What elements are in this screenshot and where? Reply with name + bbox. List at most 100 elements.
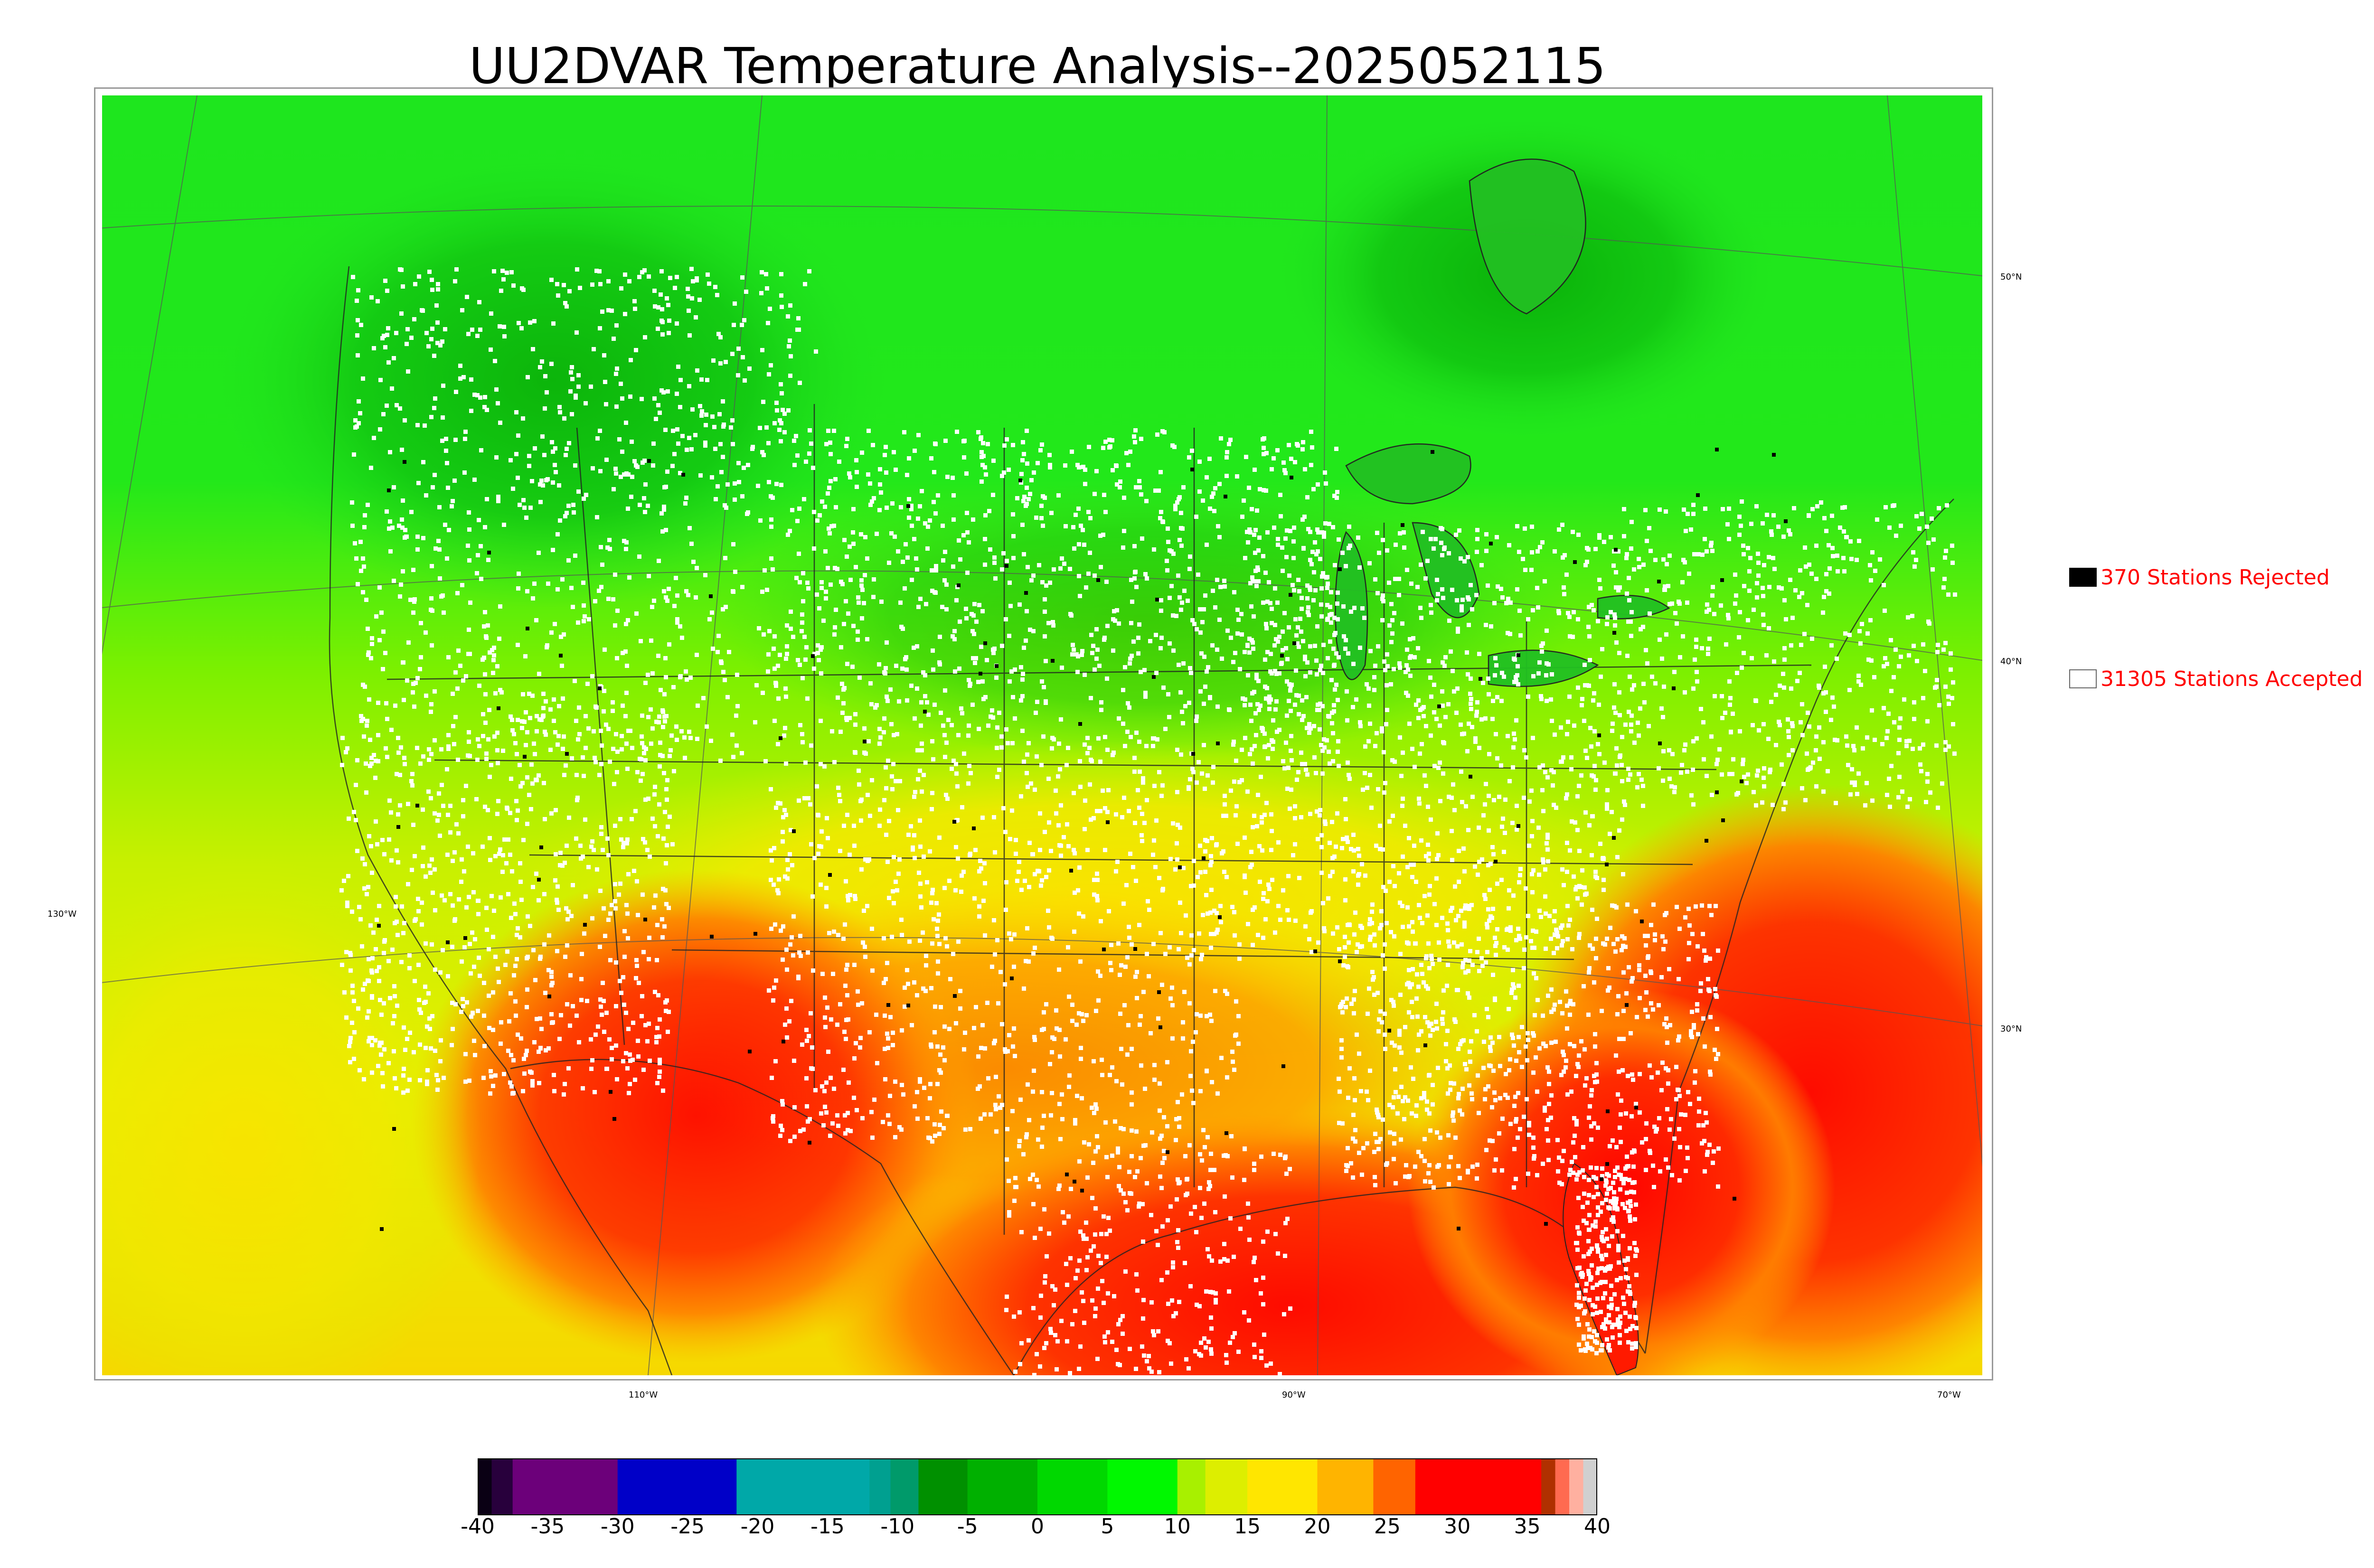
accepted-station-marker (733, 481, 737, 486)
accepted-station-marker (369, 295, 374, 300)
accepted-station-marker (977, 603, 981, 607)
accepted-station-marker (658, 1070, 662, 1074)
accepted-station-marker (1132, 576, 1137, 581)
accepted-station-marker (1430, 957, 1434, 961)
accepted-station-marker (1046, 909, 1050, 913)
accepted-station-marker (1309, 562, 1314, 566)
accepted-station-marker (779, 929, 783, 933)
accepted-station-marker (383, 938, 387, 942)
accepted-station-marker (380, 838, 385, 842)
accepted-station-marker (1213, 605, 1217, 610)
accepted-station-marker (1720, 716, 1724, 720)
accepted-station-marker (809, 441, 813, 446)
accepted-station-marker (1210, 643, 1215, 648)
accepted-station-marker (1577, 1053, 1581, 1058)
accepted-station-marker (599, 729, 603, 733)
accepted-station-marker (774, 482, 779, 486)
accepted-station-marker (1662, 588, 1667, 592)
accepted-station-marker (636, 1039, 640, 1043)
accepted-station-marker (1070, 652, 1074, 657)
accepted-station-marker (1343, 945, 1347, 949)
accepted-station-marker (435, 341, 440, 345)
accepted-station-marker (537, 551, 541, 555)
accepted-station-marker (414, 681, 418, 685)
accepted-station-marker (659, 688, 663, 692)
accepted-station-marker (1322, 929, 1327, 933)
accepted-station-marker (1719, 603, 1723, 608)
accepted-station-marker (615, 770, 619, 774)
accepted-station-marker (1349, 1161, 1353, 1165)
accepted-station-marker (424, 941, 428, 946)
accepted-station-marker (787, 344, 791, 348)
accepted-station-marker (754, 683, 759, 687)
accepted-station-marker (1911, 747, 1915, 751)
accepted-station-marker (1330, 870, 1335, 874)
accepted-station-marker (486, 737, 490, 742)
accepted-station-marker (778, 1134, 782, 1138)
accepted-station-marker (792, 1059, 796, 1063)
accepted-station-marker (384, 746, 388, 751)
accepted-station-marker (1375, 531, 1379, 535)
accepted-station-marker (1685, 770, 1689, 774)
accepted-station-marker (1229, 636, 1233, 640)
accepted-station-marker (1667, 554, 1672, 558)
accepted-station-marker (1253, 711, 1258, 715)
accepted-station-marker (1944, 549, 1948, 553)
accepted-station-marker (1202, 607, 1206, 611)
accepted-station-marker (1531, 608, 1535, 612)
accepted-station-marker (1746, 772, 1750, 777)
accepted-station-marker (910, 524, 914, 528)
accepted-station-marker (1261, 601, 1265, 605)
accepted-station-marker (1432, 764, 1437, 768)
accepted-station-marker (1345, 836, 1349, 840)
accepted-station-marker (1491, 852, 1496, 856)
accepted-station-marker (1181, 661, 1186, 666)
accepted-station-marker (1005, 1127, 1009, 1131)
accepted-station-marker (1518, 873, 1522, 877)
accepted-station-marker (942, 886, 947, 890)
accepted-station-marker (405, 1037, 409, 1041)
accepted-station-marker (968, 853, 972, 857)
accepted-station-marker (499, 289, 503, 293)
accepted-station-marker (1560, 523, 1564, 527)
accepted-station-marker (781, 408, 785, 412)
accepted-station-marker (590, 839, 594, 844)
accepted-station-marker (891, 1043, 895, 1047)
accepted-station-marker (495, 748, 499, 752)
accepted-station-marker (647, 936, 651, 940)
accepted-station-marker (594, 269, 599, 273)
accepted-station-marker (599, 832, 603, 836)
accepted-station-marker (1451, 1118, 1456, 1123)
accepted-station-marker (1500, 671, 1504, 675)
accepted-station-marker (1335, 811, 1339, 816)
accepted-station-marker (469, 377, 473, 382)
accepted-station-marker (1580, 868, 1584, 873)
accepted-station-marker (509, 991, 513, 995)
accepted-station-marker (922, 773, 926, 777)
accepted-station-marker (1622, 799, 1626, 804)
accepted-station-marker (427, 270, 432, 274)
accepted-station-marker (562, 416, 566, 421)
accepted-station-marker (1706, 647, 1710, 651)
accepted-station-marker (1079, 1057, 1083, 1061)
accepted-station-marker (1192, 859, 1196, 863)
accepted-station-marker (1025, 752, 1029, 757)
accepted-station-marker (885, 506, 889, 510)
accepted-station-marker (1047, 868, 1051, 873)
accepted-station-marker (958, 1006, 962, 1011)
accepted-station-marker (446, 974, 450, 978)
accepted-station-marker (1297, 876, 1301, 880)
accepted-station-marker (781, 1102, 785, 1107)
accepted-station-marker (913, 1104, 917, 1108)
accepted-station-marker (1646, 1014, 1650, 1019)
accepted-station-marker (999, 970, 1003, 974)
accepted-station-marker (575, 330, 579, 335)
accepted-station-marker (735, 743, 739, 748)
accepted-station-marker (1697, 1109, 1701, 1114)
accepted-station-marker (808, 802, 812, 807)
accepted-station-marker (909, 684, 914, 688)
accepted-station-marker (1305, 772, 1309, 777)
accepted-station-marker (1940, 781, 1944, 786)
accepted-station-marker (711, 358, 716, 363)
accepted-station-marker (913, 716, 917, 721)
